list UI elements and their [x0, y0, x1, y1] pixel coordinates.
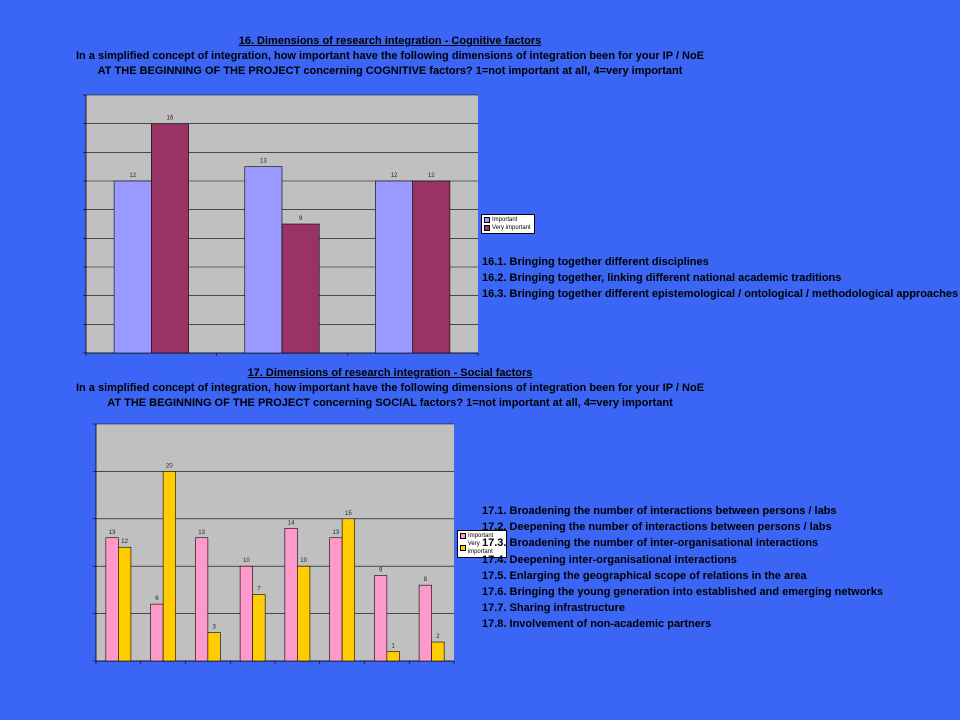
- chart1-heading: 16. Dimensions of research integration -…: [60, 34, 720, 79]
- data-label: 15: [345, 511, 352, 517]
- data-label: 16: [167, 116, 174, 122]
- chart1-question-scale: AT THE BEGINNING OF THE PROJECT concerni…: [97, 65, 683, 77]
- bar-very-important: [297, 565, 311, 662]
- chart1-question: In a simplified concept of integration, …: [75, 50, 705, 62]
- data-label: 14: [288, 520, 295, 526]
- chart1-plot: 12 16 13 9 12 12: [83, 94, 479, 356]
- legend-label-very-important: Very important: [467, 541, 493, 555]
- data-label: 13: [109, 530, 116, 536]
- chart2-notes: 17.1. Broadening the number of interacti…: [482, 503, 883, 633]
- data-label: 9: [379, 568, 383, 574]
- note-16-1: 16.1. Bringing together different discip…: [482, 256, 709, 268]
- bar-very-important: [386, 651, 400, 662]
- data-label: 13: [198, 530, 205, 536]
- data-label: 3: [212, 625, 216, 631]
- legend-label-important: Important: [492, 217, 518, 223]
- bar-very-important: [341, 518, 355, 662]
- legend-label-important: Important: [468, 533, 494, 539]
- bar-important: [244, 166, 283, 354]
- data-label: 8: [424, 577, 428, 583]
- chart2-question-scale: AT THE BEGINNING OF THE PROJECT concerni…: [107, 397, 673, 409]
- bar-important: [239, 565, 253, 662]
- bar-important: [113, 180, 152, 354]
- note-17-7: 17.7. Sharing infrastructure: [482, 602, 626, 615]
- legend-swatch-very-important: [460, 545, 466, 551]
- bar-important: [418, 584, 432, 662]
- bar-very-important: [118, 546, 132, 662]
- data-label: 12: [428, 173, 435, 179]
- legend-swatch-important: [484, 217, 490, 223]
- data-label: 7: [257, 587, 261, 593]
- bar-important: [195, 537, 209, 662]
- bar-important: [284, 527, 298, 662]
- bar-important: [374, 575, 388, 662]
- bar-very-important: [281, 223, 320, 354]
- data-label: 13: [333, 530, 340, 536]
- data-label: 9: [299, 216, 303, 222]
- note-16-2: 16.2. Bringing together, linking differe…: [482, 272, 842, 285]
- note-17-2: 17.2. Deepening the number of interactio…: [482, 521, 832, 534]
- data-label: 13: [260, 159, 267, 165]
- bar-very-important: [207, 632, 221, 662]
- chart1-title: 16. Dimensions of research integration -…: [238, 35, 542, 47]
- bar-very-important: [412, 180, 451, 354]
- note-17-6: 17.6. Bringing the young generation into…: [482, 586, 883, 599]
- bar-very-important: [162, 471, 176, 662]
- note-17-1: 17.1. Broadening the number of interacti…: [482, 505, 837, 517]
- bar-very-important: [151, 123, 189, 354]
- legend-label-very-important: Very important: [492, 225, 531, 231]
- note-17-4: 17.4. Deepening inter-organisational int…: [482, 553, 737, 566]
- data-label: 10: [300, 558, 307, 564]
- data-label: 1: [391, 644, 395, 650]
- data-label: 10: [243, 558, 250, 564]
- note-17-8: 17.8. Involvement of non-academic partne…: [482, 618, 712, 631]
- legend-swatch-important: [460, 533, 466, 539]
- data-label: 6: [155, 596, 159, 602]
- data-label: 2: [436, 634, 440, 640]
- chart2-question: In a simplified concept of integration, …: [75, 382, 705, 394]
- chart2-title: 17. Dimensions of research integration -…: [247, 367, 533, 379]
- data-label: 12: [391, 173, 398, 179]
- chart2-heading: 17. Dimensions of research integration -…: [50, 366, 730, 411]
- chart1-legend: Important Very important: [481, 214, 535, 234]
- plot-area: [96, 424, 454, 661]
- note-17-3: 17.3. Broadening the number of inter-org…: [482, 537, 819, 550]
- chart2-plot: 13 12 6 20 13 3 10 7 14 10 13 15 9 1 8 2: [93, 423, 455, 664]
- bar-important: [375, 180, 413, 354]
- bar-very-important: [252, 594, 266, 662]
- data-label: 20: [166, 463, 173, 469]
- note-16-3: 16.3. Bringing together different episte…: [482, 288, 959, 301]
- bar-very-important: [431, 641, 445, 662]
- data-label: 12: [129, 173, 136, 179]
- data-label: 12: [121, 539, 128, 545]
- bar-important: [150, 603, 164, 662]
- bar-important: [329, 537, 343, 662]
- bar-important: [105, 537, 119, 662]
- chart2-legend: Important Very important: [457, 530, 507, 558]
- note-17-5: 17.5. Enlarging the geographical scope o…: [482, 569, 807, 582]
- chart1-notes: 16.1. Bringing together different discip…: [482, 254, 958, 303]
- legend-swatch-very-important: [484, 225, 490, 231]
